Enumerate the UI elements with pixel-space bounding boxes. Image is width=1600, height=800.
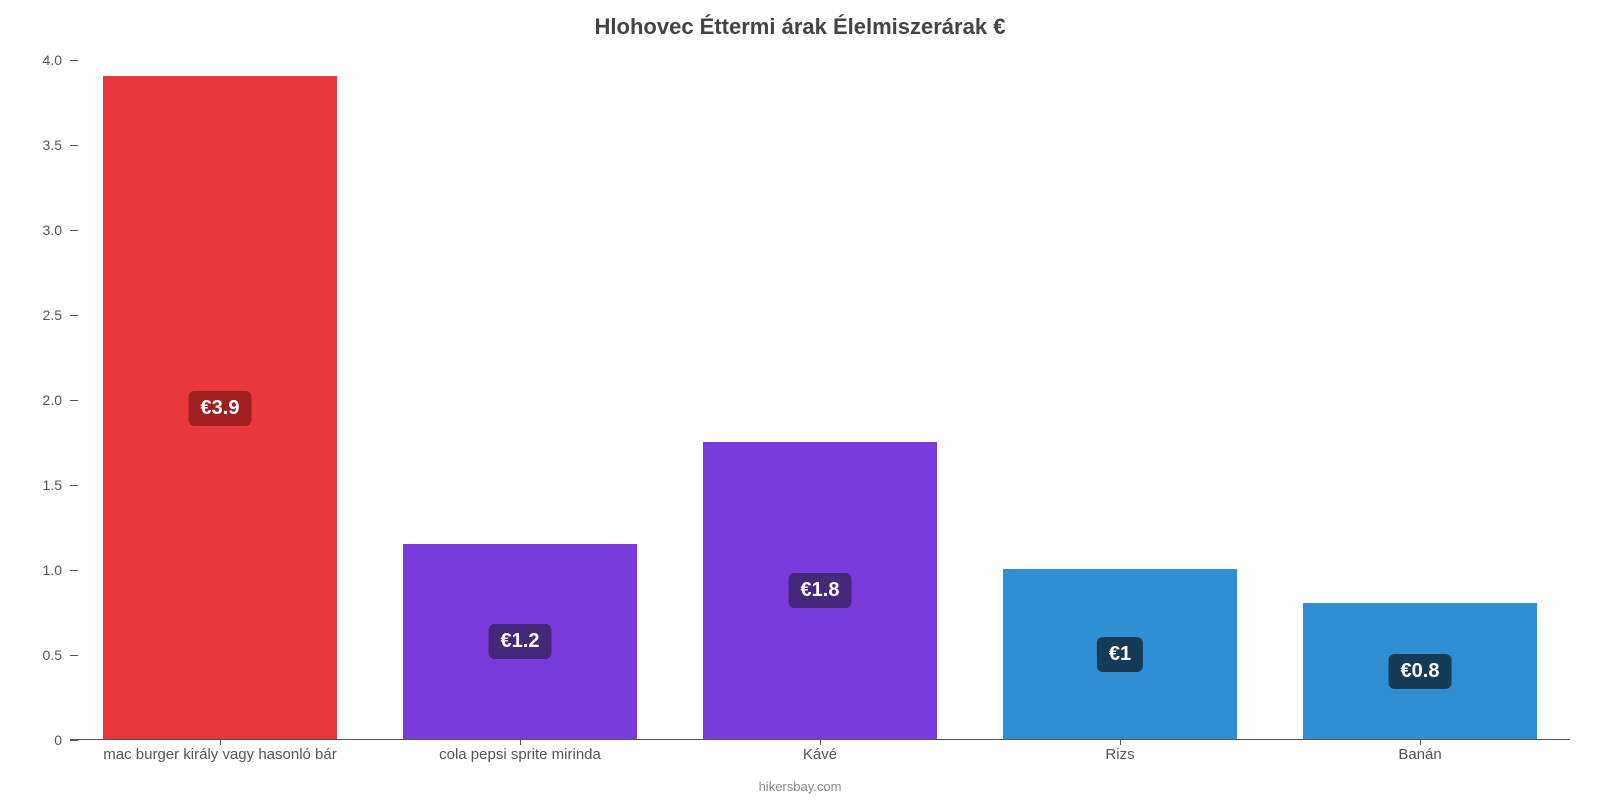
bar: €1 [1003,569,1237,739]
x-axis-label: mac burger király vagy hasonló bár [70,742,370,763]
y-tick [70,230,78,231]
bar: €3.9 [103,76,337,739]
y-tick [70,315,78,316]
x-axis-label: cola pepsi sprite mirinda [370,742,670,763]
y-tick [70,740,78,741]
x-axis-labels: mac burger király vagy hasonló bárcola p… [70,742,1570,763]
value-badge: €0.8 [1389,654,1452,689]
value-badge: €1.8 [789,573,852,608]
value-badge: €1.2 [489,624,552,659]
bar: €1.8 [703,442,937,740]
y-tick [70,145,78,146]
y-tick-label: 1.5 [12,477,62,493]
bar-slot: €3.9 [70,60,370,739]
y-tick-label: 0 [12,732,62,748]
bar-slot: €1.2 [370,60,670,739]
x-axis-label: Rizs [970,742,1270,763]
y-tick-label: 2.5 [12,307,62,323]
bar: €0.8 [1303,603,1537,739]
y-tick [70,485,78,486]
bar-slot: €0.8 [1270,60,1570,739]
y-tick-label: 3.5 [12,137,62,153]
chart-container: Hlohovec Éttermi árak Élelmiszerárak € €… [0,0,1600,800]
y-tick-label: 2.0 [12,392,62,408]
y-tick [70,570,78,571]
y-tick-label: 0.5 [12,647,62,663]
bar: €1.2 [403,544,637,740]
value-badge: €3.9 [189,391,252,426]
y-tick-label: 3.0 [12,222,62,238]
chart-title: Hlohovec Éttermi árak Élelmiszerárak € [0,14,1600,40]
value-badge: €1 [1097,637,1143,672]
bar-slot: €1.8 [670,60,970,739]
y-tick-label: 1.0 [12,562,62,578]
y-tick [70,655,78,656]
x-axis-label: Kávé [670,742,970,763]
chart-source: hikersbay.com [0,779,1600,794]
y-tick [70,400,78,401]
x-axis-label: Banán [1270,742,1570,763]
bar-slot: €1 [970,60,1270,739]
bars-group: €3.9 €1.2 €1.8 €1 €0.8 [70,60,1570,739]
y-tick [70,60,78,61]
y-tick-label: 4.0 [12,52,62,68]
plot-area: €3.9€1.2€1.8€1€0.8 00.51.01.52.02.53.03.… [70,60,1570,740]
